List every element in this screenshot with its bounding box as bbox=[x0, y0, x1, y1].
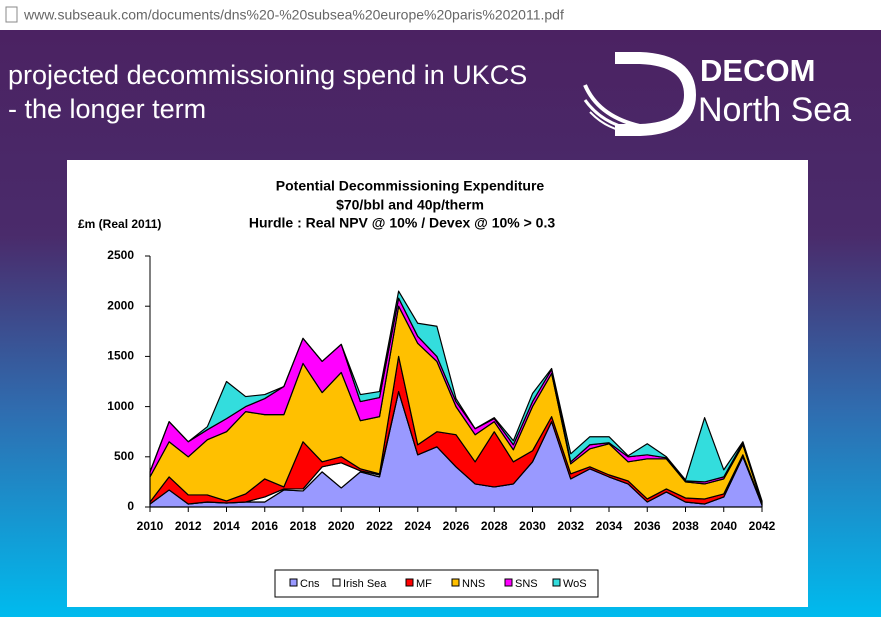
slide-title: - the longer term bbox=[8, 94, 206, 124]
x-tick-label: 2018 bbox=[290, 519, 317, 533]
x-tick-label: 2014 bbox=[213, 519, 240, 533]
x-tick-label: 2038 bbox=[672, 519, 699, 533]
y-axis-label: £m (Real 2011) bbox=[78, 217, 161, 231]
y-tick-label: 1000 bbox=[107, 399, 134, 413]
legend-label: SNS bbox=[515, 578, 538, 590]
chart-title: Potential Decommissioning Expenditure bbox=[276, 178, 545, 194]
legend-label: WoS bbox=[563, 578, 587, 590]
x-tick-label: 2034 bbox=[596, 519, 623, 533]
x-tick-label: 2040 bbox=[710, 519, 737, 533]
legend-box bbox=[274, 569, 599, 598]
x-tick-label: 2020 bbox=[328, 519, 355, 533]
address-bar bbox=[0, 0, 881, 30]
chart-subtitle: $70/bbl and 40p/therm bbox=[336, 197, 484, 213]
x-tick-label: 2030 bbox=[519, 519, 546, 533]
legend-label: MF bbox=[416, 578, 432, 590]
legend-swatch bbox=[289, 578, 298, 587]
x-tick-label: 2026 bbox=[443, 519, 470, 533]
x-tick-label: 2010 bbox=[137, 519, 164, 533]
y-tick-label: 1500 bbox=[107, 349, 134, 363]
legend-swatch bbox=[504, 578, 513, 587]
legend-swatch bbox=[552, 578, 561, 587]
plot: 0 500 1000 1500 2000 2500 2010 2012 2014 2016 2018… bbox=[107, 248, 776, 598]
logo-text: DECOM bbox=[700, 53, 815, 88]
x-tick-label: 2036 bbox=[634, 519, 661, 533]
legend-label: Irish Sea bbox=[343, 578, 387, 590]
legend-swatch bbox=[451, 578, 460, 587]
y-tick-label: 500 bbox=[114, 449, 134, 463]
y-tick-label: 2500 bbox=[107, 248, 134, 262]
x-tick-label: 2028 bbox=[481, 519, 508, 533]
x-tick-label: 2016 bbox=[251, 519, 278, 533]
legend-label: NNS bbox=[462, 578, 485, 590]
legend-label: Cns bbox=[300, 578, 320, 590]
legend-swatch bbox=[405, 578, 414, 587]
x-tick-label: 2022 bbox=[366, 519, 393, 533]
x-tick-label: 2032 bbox=[557, 519, 584, 533]
logo bbox=[583, 52, 697, 136]
y-tick-label: 0 bbox=[127, 499, 134, 513]
slide-title: projected decommissioning spend in UKCS bbox=[8, 60, 527, 90]
url[interactable]: www.subseauk.com/documents/dns%20-%20sub… bbox=[23, 7, 564, 23]
page-icon bbox=[5, 6, 18, 23]
x-tick-label: 2024 bbox=[404, 519, 431, 533]
legend-swatch bbox=[332, 578, 341, 587]
y-tick-label: 2000 bbox=[107, 298, 134, 312]
logo-text: North Sea bbox=[698, 91, 851, 129]
x-tick-label: 2012 bbox=[175, 519, 202, 533]
area bbox=[149, 290, 763, 503]
chart-subtitle: Hurdle : Real NPV @ 10% / Devex @ 10% > … bbox=[249, 215, 555, 231]
x-tick-label: 2042 bbox=[749, 519, 776, 533]
